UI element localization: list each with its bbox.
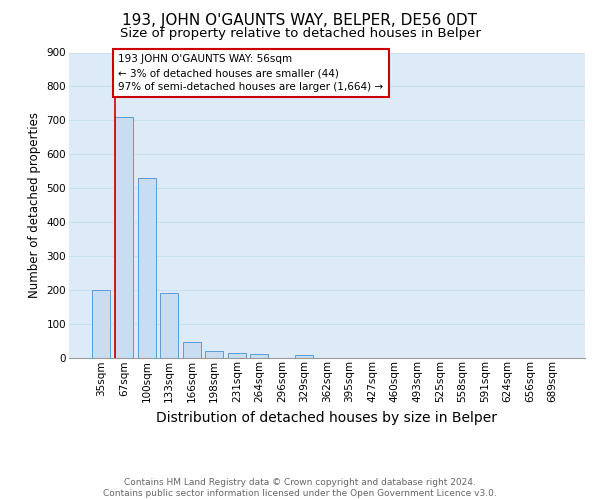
Bar	[160, 293, 178, 358]
Text: Contains HM Land Registry data © Crown copyright and database right 2024.
Contai: Contains HM Land Registry data © Crown c…	[103, 478, 497, 498]
Text: 193 JOHN O'GAUNTS WAY: 56sqm
← 3% of detached houses are smaller (44)
97% of sem: 193 JOHN O'GAUNTS WAY: 56sqm ← 3% of det…	[118, 54, 383, 92]
Bar	[295, 355, 313, 358]
Text: Size of property relative to detached houses in Belper: Size of property relative to detached ho…	[119, 28, 481, 40]
Bar	[182, 342, 201, 357]
Bar	[115, 117, 133, 358]
X-axis label: Distribution of detached houses by size in Belper: Distribution of detached houses by size …	[157, 410, 497, 424]
Bar	[137, 178, 155, 358]
Text: 193, JOHN O'GAUNTS WAY, BELPER, DE56 0DT: 193, JOHN O'GAUNTS WAY, BELPER, DE56 0DT	[122, 12, 478, 28]
Bar	[250, 354, 268, 358]
Bar	[228, 353, 246, 358]
Bar	[92, 290, 110, 358]
Y-axis label: Number of detached properties: Number of detached properties	[28, 112, 41, 298]
Bar	[205, 352, 223, 358]
